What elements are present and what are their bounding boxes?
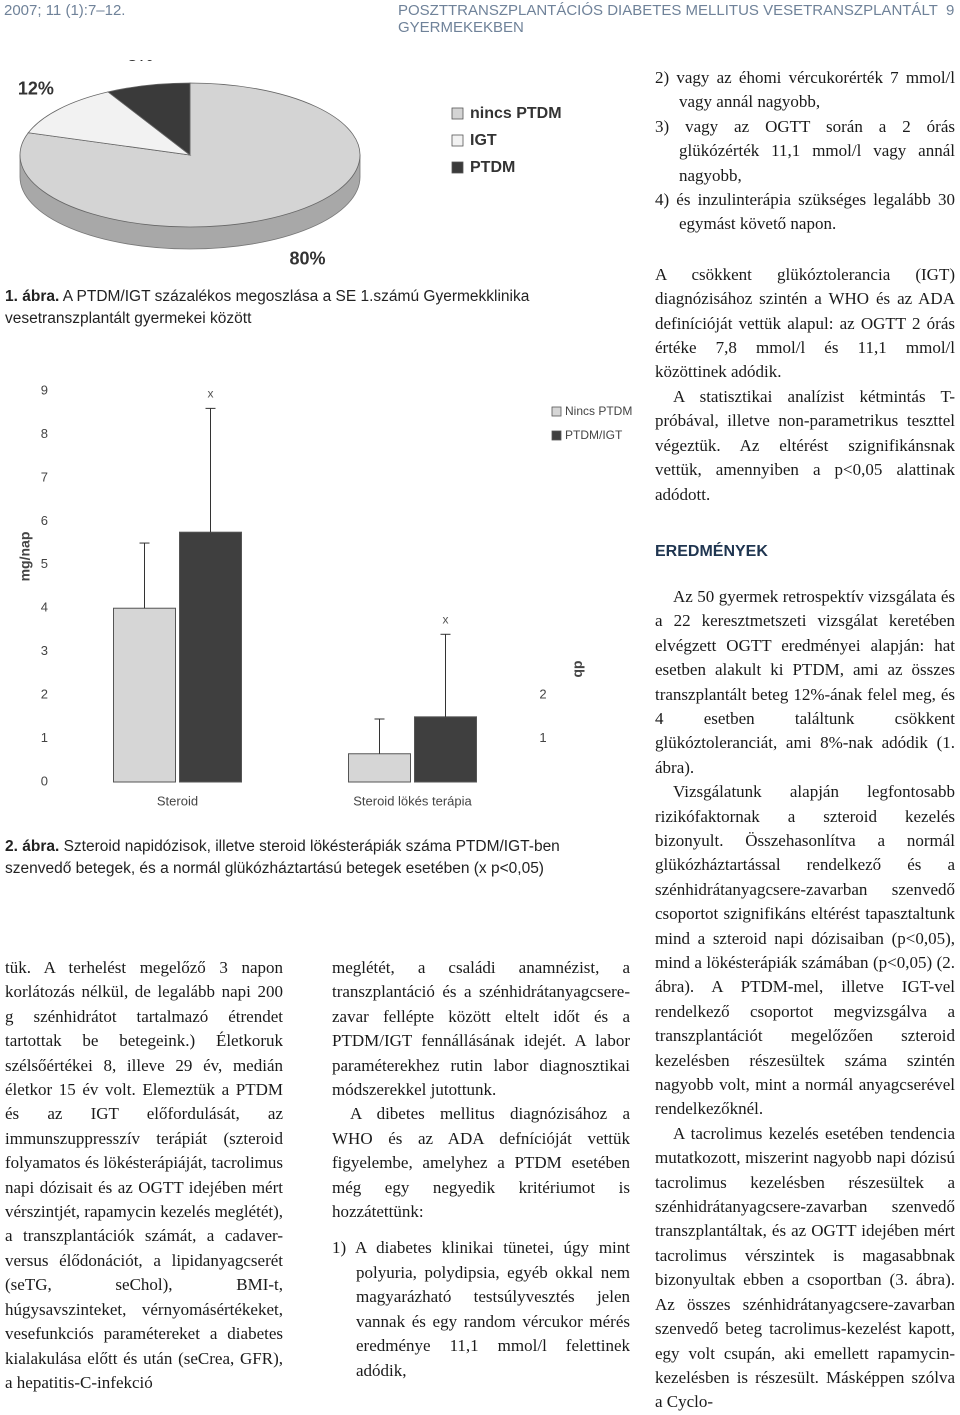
- right-column: 2) vagy az éhomi vércukorérték 7 mmol/l …: [655, 66, 955, 1415]
- paragraph: Az 50 gyermek retrospektív vizsgálata és…: [655, 586, 955, 777]
- paragraph: A dibetes mellitus diagnózisához a WHO é…: [332, 1104, 630, 1222]
- x-tick-label: Steroid: [157, 793, 198, 808]
- error-bar: [440, 633, 451, 717]
- figure-caption: 2. ábra. Szteroid napidózisok, illetve s…: [5, 836, 625, 880]
- pie-chart: 80% nincs PTDM 12% IGT 8% PTDM: [18, 60, 562, 268]
- pie-slice: [27, 91, 192, 156]
- pie-label: 12%: [18, 79, 54, 99]
- legend-label: nincs PTDM: [470, 105, 562, 122]
- section-heading: EREDMÉNYEK: [655, 542, 768, 560]
- significance-mark: x: [443, 612, 449, 626]
- caption-label: 1. ábra.: [5, 288, 60, 305]
- y2-axis-label: db: [571, 660, 587, 677]
- caption-text: Szteroid napidózisok, illetve steroid lö…: [5, 838, 560, 877]
- legend-label: PTDM: [470, 159, 515, 176]
- legend-label: Nincs PTDM: [565, 404, 632, 418]
- y-tick-label: 7: [41, 469, 48, 484]
- y-tick-label: 8: [41, 426, 48, 441]
- legend-swatch: [551, 430, 562, 441]
- pie-label: 8%: [127, 60, 153, 65]
- bar-chart: 0 1 2 3 4 5 6 7 8 9 1 2 mg/nap db Steroid x Steroid löké…: [17, 382, 632, 808]
- list-item: 3) vagy az OGTT során a 2 órás glükózért…: [655, 116, 955, 185]
- paragraph: A csökkent glükóztolerancia (IGT) diagnó…: [655, 264, 955, 382]
- y2-tick-label: 1: [539, 730, 546, 745]
- legend-label: PTDM/IGT: [565, 428, 623, 442]
- list-item: 1) A diabetes klinikai tünetei, úgy mint…: [332, 1238, 630, 1380]
- paragraph: A tacrolimus kezelés esetében tendencia …: [655, 1123, 955, 1412]
- bar: [348, 753, 411, 783]
- y-tick-label: 5: [41, 556, 48, 571]
- caption-label: 2. ábra.: [5, 838, 60, 855]
- figure-caption: 1. ábra. A PTDM/IGT százalékos megoszlás…: [5, 286, 625, 330]
- error-bar: [139, 542, 150, 609]
- caption-text: A PTDM/IGT százalékos megoszlása a SE 1.…: [5, 288, 530, 327]
- y-tick-label: 0: [41, 773, 48, 788]
- middle-column: meglétét, a családi anamnézist, a transz…: [332, 956, 630, 1383]
- page-number: 9: [946, 2, 955, 19]
- significance-mark: x: [208, 387, 214, 401]
- paragraph: A statisztikai analízist kétmintás T-pró…: [655, 386, 955, 504]
- pie-label: 80%: [290, 248, 326, 268]
- legend-label: IGT: [470, 132, 497, 149]
- x-tick-label: Steroid lökés terápia: [353, 793, 472, 808]
- bar: [113, 607, 176, 783]
- bar: [179, 531, 242, 783]
- y-tick-label: 6: [41, 513, 48, 528]
- bar: [414, 716, 477, 783]
- legend-swatch: [551, 406, 562, 417]
- paragraph: tük. A terhelést megelőző 3 napon korlát…: [5, 958, 284, 1392]
- citation: 2007; 11 (1):7–12.: [4, 2, 126, 19]
- paragraph: Vizsgálatunk alapján legfontosabb rizikó…: [655, 782, 955, 1119]
- y-tick-label: 2: [41, 687, 48, 702]
- pie-slice: [19, 82, 361, 228]
- running-title: POSZTTRANSZPLANTÁCIÓS DIABETES MELLITUS …: [398, 2, 938, 36]
- error-bar: [205, 407, 216, 533]
- y-tick-label: 3: [41, 643, 48, 658]
- legend-swatch: [451, 107, 464, 120]
- y2-tick-label: 2: [539, 687, 546, 702]
- y-axis-label: mg/nap: [17, 532, 33, 582]
- left-column: tük. A terhelést megelőző 3 napon korlát…: [5, 956, 283, 1395]
- paragraph: meglétét, a családi anamnézist, a transz…: [332, 958, 630, 1100]
- legend-swatch: [451, 134, 464, 147]
- y-tick-label: 1: [41, 730, 48, 745]
- y-tick-label: 9: [41, 382, 48, 397]
- list-item: 2) vagy az éhomi vércukorérték 7 mmol/l …: [655, 68, 955, 112]
- error-bar: [374, 718, 385, 754]
- page: 2007; 11 (1):7–12. POSZTTRANSZPLANTÁCIÓS…: [4, 2, 955, 1412]
- list-item: 4) és inzulinterápia szükséges legalább …: [655, 190, 955, 234]
- y-tick-label: 4: [41, 600, 48, 615]
- legend-swatch: [451, 161, 464, 174]
- pie-slice: [107, 82, 191, 156]
